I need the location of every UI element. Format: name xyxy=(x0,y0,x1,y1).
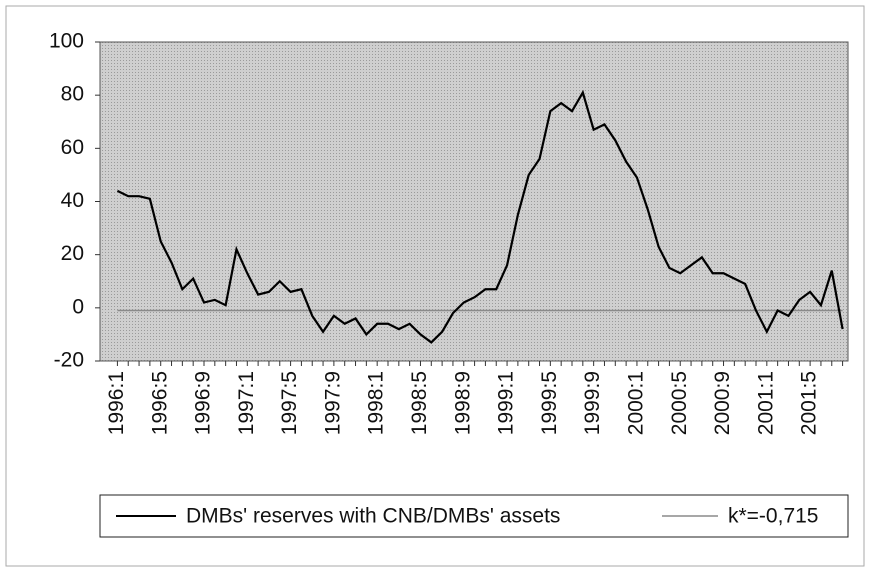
x-tick-label: 1999:1 xyxy=(495,371,518,435)
x-tick-label: 1996:9 xyxy=(192,371,215,435)
y-tick-label: 40 xyxy=(61,189,84,212)
series-line xyxy=(116,89,844,344)
x-tick-label: 1998:1 xyxy=(365,371,388,435)
frame xyxy=(5,5,865,567)
x-tick-label: 1999:9 xyxy=(581,371,604,435)
y-tick-label: 60 xyxy=(61,136,84,159)
x-tick-label: 2000:5 xyxy=(668,371,691,435)
y-tick-label: 20 xyxy=(61,242,84,265)
x-tick-label: 2001:5 xyxy=(798,371,821,435)
x-tick-label: 2000:9 xyxy=(711,371,734,435)
legend-label: k*=-0,715 xyxy=(728,505,818,528)
y-tick-label: -20 xyxy=(54,349,84,372)
x-tick-label: 1997:1 xyxy=(235,371,258,435)
x-tick-label: 1996:5 xyxy=(148,371,171,435)
x-tick-label: 1996:1 xyxy=(105,371,128,435)
y-tick-label: 80 xyxy=(61,83,84,106)
y-tick-label: 0 xyxy=(72,295,84,318)
x-tick-label: 2001:1 xyxy=(754,371,777,435)
x-tick-label: 1997:9 xyxy=(321,371,344,435)
legend-box xyxy=(99,494,849,538)
y-tick-label: 100 xyxy=(49,30,84,53)
x-tick-label: 1997:5 xyxy=(278,371,301,435)
x-tick-label: 1998:9 xyxy=(451,371,474,435)
plot-area xyxy=(99,41,849,362)
x-tick-label: 1998:5 xyxy=(408,371,431,435)
legend-label: DMBs' reserves with CNB/DMBs' assets xyxy=(186,505,560,528)
x-tick-label: 2000:1 xyxy=(624,371,647,435)
x-tick-label: 1999:5 xyxy=(538,371,561,435)
